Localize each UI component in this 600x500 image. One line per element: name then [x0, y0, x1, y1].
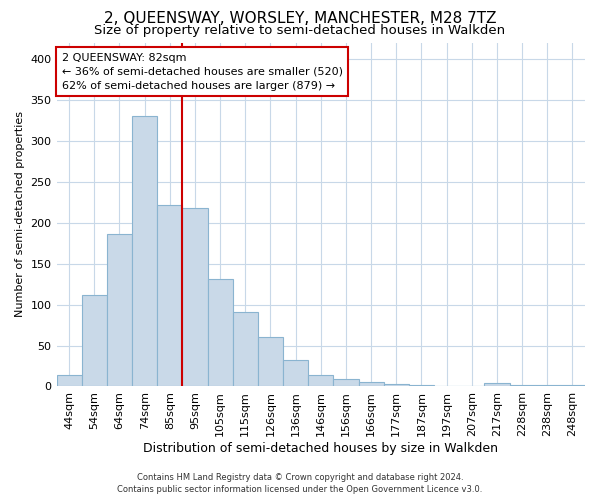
Bar [334, 379, 359, 386]
Bar [560, 385, 585, 386]
Text: 2 QUEENSWAY: 82sqm
← 36% of semi-detached houses are smaller (520)
62% of semi-d: 2 QUEENSWAY: 82sqm ← 36% of semi-detache… [62, 53, 343, 91]
Bar [82, 294, 107, 386]
Bar [283, 360, 308, 386]
X-axis label: Distribution of semi-detached houses by size in Walkden: Distribution of semi-detached houses by … [143, 442, 498, 455]
Bar [509, 385, 535, 386]
Bar [484, 383, 509, 386]
Bar [258, 336, 283, 386]
Bar [56, 375, 82, 386]
Text: 2, QUEENSWAY, WORSLEY, MANCHESTER, M28 7TZ: 2, QUEENSWAY, WORSLEY, MANCHESTER, M28 7… [104, 11, 496, 26]
Bar [359, 382, 383, 386]
Text: Size of property relative to semi-detached houses in Walkden: Size of property relative to semi-detach… [94, 24, 506, 37]
Bar [157, 204, 182, 386]
Bar [132, 116, 157, 386]
Bar [107, 234, 132, 386]
Bar [182, 208, 208, 386]
Bar [208, 279, 233, 386]
Bar [233, 312, 258, 386]
Text: Contains HM Land Registry data © Crown copyright and database right 2024.
Contai: Contains HM Land Registry data © Crown c… [118, 472, 482, 494]
Bar [409, 385, 434, 386]
Bar [383, 384, 409, 386]
Y-axis label: Number of semi-detached properties: Number of semi-detached properties [15, 112, 25, 318]
Bar [308, 375, 334, 386]
Bar [535, 385, 560, 386]
